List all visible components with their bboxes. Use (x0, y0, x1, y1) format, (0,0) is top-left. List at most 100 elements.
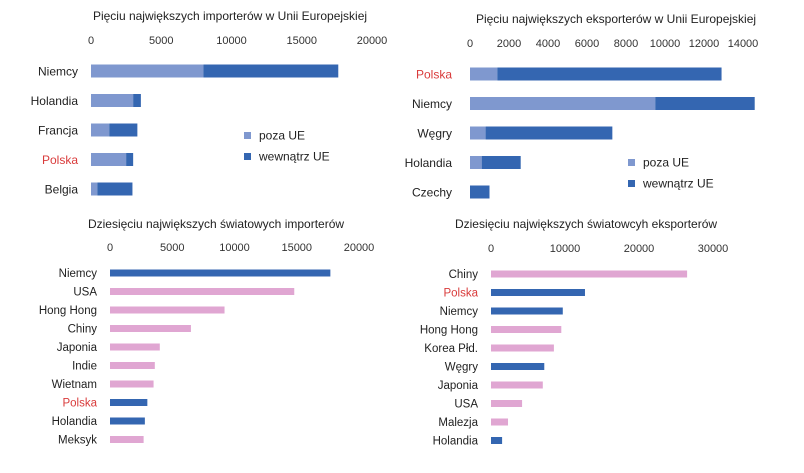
bar-segment-poza-ue (91, 64, 204, 78)
bar-segment-poza-ue (91, 123, 110, 137)
bar-segment-wewnatrz-ue (133, 94, 141, 107)
bar-segment-wewnatrz-ue (485, 126, 613, 140)
category-label: Niemcy (38, 64, 78, 78)
bar-segment-wewnatrz-ue (481, 156, 521, 169)
legend-label: wewnątrz UE (642, 177, 714, 191)
bar-segment-poza-ue (470, 156, 482, 169)
category-label: Holandia (405, 156, 453, 170)
bar (491, 363, 545, 370)
x-tick-label: 14000 (728, 38, 759, 50)
category-label: Polska (416, 67, 452, 81)
category-label: USA (454, 399, 478, 411)
bar-segment-poza-ue (470, 126, 486, 140)
bar (491, 418, 509, 426)
bar (491, 270, 688, 278)
x-tick-label: 10000 (216, 35, 247, 47)
bar-segment-wewnatrz-ue (470, 185, 490, 199)
bar (491, 400, 523, 407)
bar-segment-poza-ue (91, 94, 134, 107)
bar (110, 325, 191, 332)
bar (491, 381, 543, 389)
chart-c4: Dziesięciu największych światowcyh ekspo… (420, 217, 728, 448)
category-label: Niemcy (412, 97, 452, 111)
legend-swatch (244, 153, 251, 160)
x-tick-label: 8000 (614, 38, 638, 50)
bar (491, 344, 554, 352)
category-label: Holandia (433, 436, 479, 448)
legend-swatch (628, 180, 635, 187)
bar (110, 269, 331, 277)
x-tick-label: 15000 (281, 242, 312, 254)
category-label: Japonia (57, 342, 98, 354)
x-tick-label: 20000 (624, 243, 655, 255)
category-label: Japonia (438, 380, 479, 392)
x-tick-label: 30000 (698, 243, 729, 255)
category-label: Polska (62, 398, 97, 410)
x-tick-label: 15000 (286, 35, 317, 47)
category-label: Belgia (45, 182, 79, 196)
bar-segment-wewnatrz-ue (655, 97, 755, 110)
chart-c2: Pięciu największych eksporterów w Unii E… (405, 12, 759, 199)
category-label: Niemcy (440, 306, 479, 318)
x-tick-label: 4000 (536, 38, 560, 50)
x-tick-label: 10000 (650, 38, 681, 50)
category-label: Hong Hong (39, 305, 97, 317)
legend-label: wewnątrz UE (258, 150, 330, 164)
category-label: Indie (72, 361, 97, 373)
category-label: Holandia (52, 416, 98, 428)
category-label: Węgry (417, 126, 452, 140)
category-label: Niemcy (59, 268, 98, 280)
category-label: Węgry (445, 362, 478, 374)
category-label: Polska (42, 153, 78, 167)
x-tick-label: 10000 (219, 242, 250, 254)
category-label: Korea Płd. (424, 343, 478, 355)
bar-segment-wewnatrz-ue (203, 64, 339, 78)
category-label: Chiny (449, 269, 479, 281)
chart-title: Dziesięciu największych światowcyh ekspo… (455, 217, 717, 231)
category-label: USA (73, 287, 97, 299)
x-tick-label: 5000 (160, 242, 184, 254)
x-tick-label: 2000 (497, 38, 521, 50)
x-tick-label: 20000 (344, 242, 375, 254)
category-label: Polska (443, 288, 478, 300)
x-tick-label: 10000 (550, 243, 581, 255)
x-tick-label: 6000 (575, 38, 599, 50)
category-label: Hong Hong (420, 325, 478, 337)
legend-label: poza UE (259, 129, 305, 143)
category-label: Czechy (412, 185, 452, 199)
x-tick-label: 20000 (357, 35, 388, 47)
category-label: Wietnam (52, 379, 97, 391)
category-label: Holandia (31, 94, 79, 108)
bar-segment-poza-ue (470, 67, 498, 81)
x-tick-label: 12000 (689, 38, 720, 50)
x-tick-label: 0 (107, 242, 113, 254)
category-label: Malezja (438, 417, 478, 429)
legend-swatch (628, 159, 635, 166)
bar-segment-wewnatrz-ue (497, 67, 722, 81)
chart-c3: Dziesięciu największych światowych impor… (39, 217, 374, 447)
x-tick-label: 0 (88, 35, 94, 47)
bar (110, 417, 145, 425)
bar-segment-wewnatrz-ue (109, 123, 138, 137)
bar (110, 343, 160, 351)
chart-c1: Pięciu największych importerów w Unii Eu… (31, 9, 388, 196)
x-tick-label: 5000 (149, 35, 173, 47)
bar (491, 289, 585, 296)
bar (491, 437, 503, 444)
legend-swatch (244, 132, 251, 139)
category-label: Meksyk (58, 435, 97, 447)
bar-segment-wewnatrz-ue (126, 153, 134, 166)
bar (491, 307, 563, 315)
bar-segment-wewnatrz-ue (97, 182, 133, 196)
x-tick-label: 0 (488, 243, 494, 255)
bar (110, 288, 295, 295)
x-tick-label: 0 (467, 38, 473, 50)
category-label: Chiny (68, 324, 98, 336)
bar-segment-poza-ue (91, 153, 127, 166)
bar-segment-poza-ue (91, 182, 98, 196)
bar (110, 362, 155, 369)
legend-label: poza UE (643, 156, 689, 170)
bar (110, 399, 148, 406)
category-label: Francja (38, 123, 78, 137)
